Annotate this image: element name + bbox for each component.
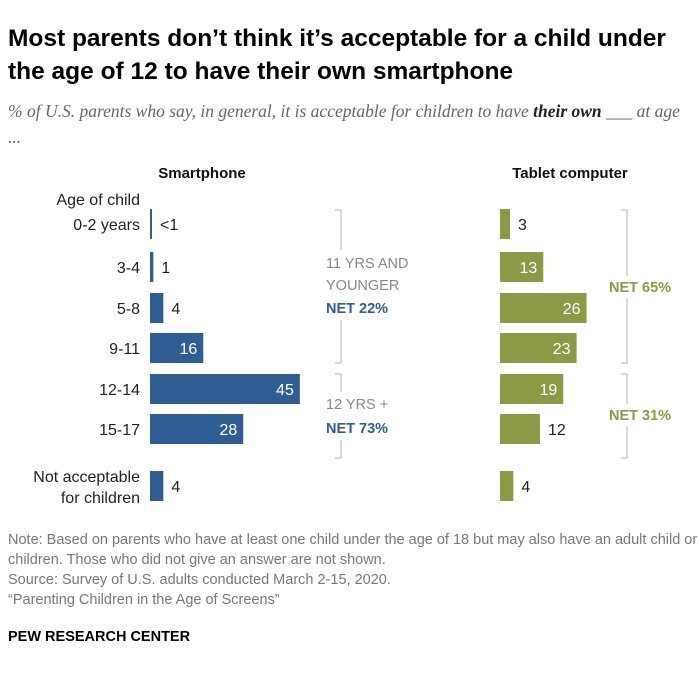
- data-label: 45: [276, 382, 294, 399]
- annotation-under12-label-2: YOUNGER: [326, 278, 399, 294]
- annotation-12plus-label: 12 YRS +: [326, 397, 388, 413]
- bar-smartphone: [150, 293, 164, 323]
- annotation-under12-label: 11 YRS AND: [326, 256, 408, 272]
- category-label: 12-14: [99, 382, 140, 399]
- annotation-tablet-net-12plus: NET 31%: [609, 408, 671, 424]
- chart-subtitle: % of U.S. parents who say, in general, i…: [8, 98, 688, 150]
- category-label: Not acceptable for children: [33, 469, 140, 507]
- subtitle-bold: their own: [533, 101, 602, 121]
- series-header-smartphone: Smartphone: [158, 165, 246, 182]
- data-label: 19: [539, 382, 557, 399]
- annotation-bg: [604, 404, 684, 426]
- category-label: 3-4: [117, 260, 140, 277]
- notes: Note: Based on parents who have at least…: [8, 530, 698, 610]
- series-header-tablet: Tablet computer: [512, 165, 628, 182]
- annotation-bg: [320, 392, 395, 440]
- data-label: 16: [179, 341, 197, 358]
- category-label: 5-8: [117, 301, 140, 318]
- bar-chart: Smartphone Tablet computer Age of child 0-2…: [33, 165, 684, 507]
- annotation-smartphone-net-12plus: NET 73%: [326, 421, 388, 437]
- report-title: “Parenting Children in the Age of Screen…: [8, 592, 280, 608]
- data-label: 26: [563, 301, 581, 318]
- data-label: 12: [548, 422, 566, 439]
- note-text: Note: Based on parents who have at least…: [8, 532, 698, 568]
- category-label: 9-11: [109, 341, 140, 358]
- annotation-bg: [320, 250, 425, 320]
- data-label: 13: [519, 260, 537, 277]
- subtitle-pre: % of U.S. parents who say, in general, i…: [8, 101, 534, 121]
- data-label: 3: [518, 217, 527, 234]
- bar-smartphone: [150, 209, 152, 239]
- bar-tablet: [500, 374, 564, 404]
- annotation-tablet-net-under12: NET 65%: [609, 280, 671, 296]
- source-text: Source: Survey of U.S. adults conducted …: [8, 572, 391, 588]
- bar-tablet: [500, 333, 577, 363]
- bar-tablet: [500, 414, 540, 444]
- annotation-bg: [604, 276, 684, 298]
- bar-smartphone: [150, 414, 244, 444]
- bar-smartphone: [150, 471, 164, 501]
- data-label: 4: [171, 479, 180, 496]
- data-label: 28: [219, 422, 237, 439]
- bar-tablet: [500, 252, 544, 282]
- data-label: 1: [161, 260, 170, 277]
- category-label: 0-2 years: [73, 217, 140, 234]
- row-header: Age of child: [56, 192, 140, 209]
- chart-title: Most parents don’t think it’s acceptable…: [8, 25, 666, 85]
- brand-logo-text: PEW RESEARCH CENTER: [8, 629, 191, 645]
- category-label: 15-17: [99, 422, 140, 439]
- bar-tablet: [500, 209, 510, 239]
- data-label: 4: [171, 301, 180, 318]
- bar-smartphone: [150, 252, 154, 282]
- bar-tablet: [500, 293, 587, 323]
- subtitle-post: ___ at age ...: [8, 101, 680, 147]
- data-label: 23: [553, 341, 571, 358]
- data-label: <1: [160, 217, 178, 234]
- annotation-smartphone-net-under12: NET 22%: [326, 301, 388, 317]
- data-label: 4: [521, 479, 530, 496]
- bar-tablet: [500, 471, 514, 501]
- bar-smartphone: [150, 374, 300, 404]
- bar-smartphone: [150, 333, 204, 363]
